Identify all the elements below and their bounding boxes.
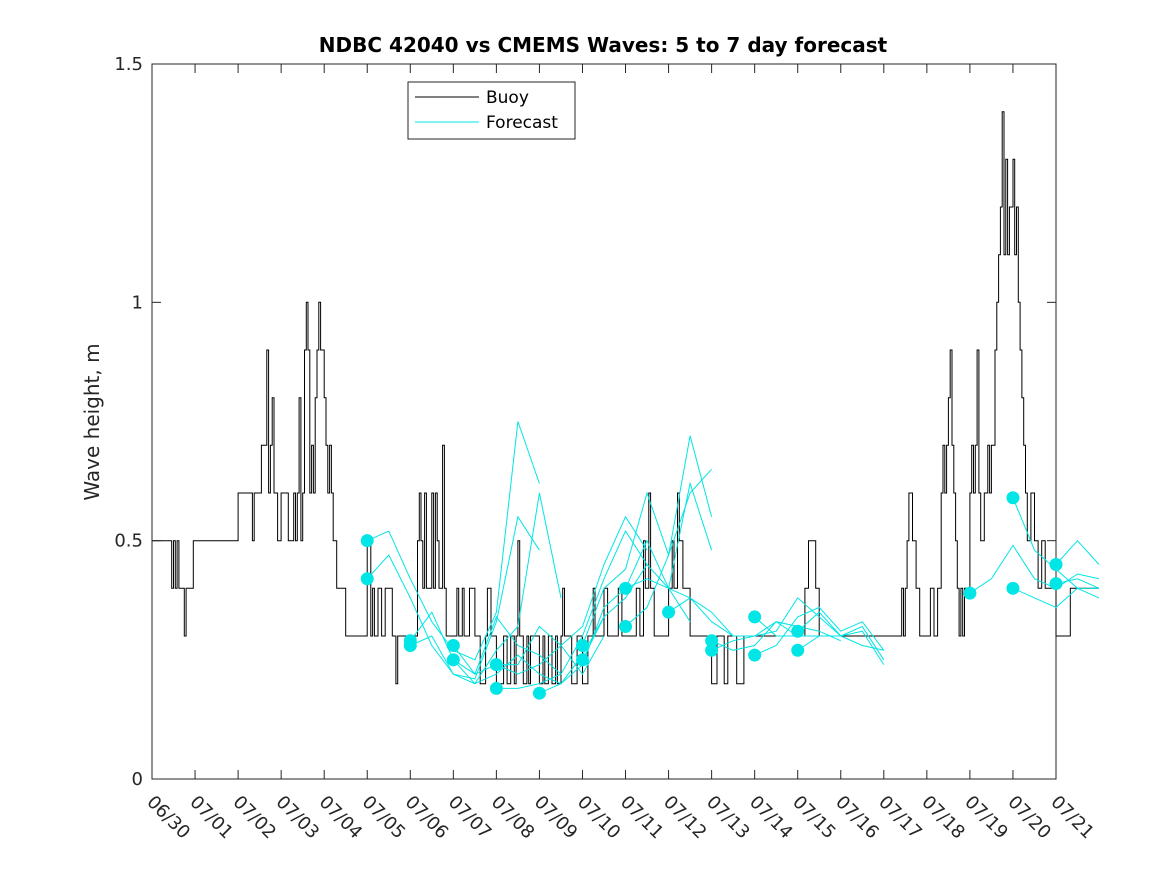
forecast-line (496, 515, 648, 675)
forecast-line (1012, 587, 1100, 608)
forecast-line (625, 578, 734, 637)
forecast-start-marker (791, 643, 805, 657)
forecast-start-marker (705, 643, 719, 657)
forecast-start-marker (575, 653, 589, 667)
forecast-line (409, 611, 562, 675)
forecast-start-marker (489, 681, 503, 695)
forecast-start-marker (1006, 581, 1020, 595)
forecast-start-marker (791, 624, 805, 638)
y-ticks: 0 0.5 1 1.5 (114, 54, 1056, 790)
forecast-line (1055, 578, 1100, 589)
forecast-start-marker (360, 534, 374, 548)
forecast-start-marker (1049, 577, 1063, 591)
forecast-line (711, 597, 842, 651)
legend: Buoy Forecast (407, 81, 576, 140)
plot-area: 00.511.5 06/3007/0107/0207/0307/0407/050… (114, 54, 1100, 843)
forecast-line (539, 539, 691, 694)
forecast-line (797, 635, 884, 651)
forecast-start-marker (963, 586, 977, 600)
forecast-start-marker (1049, 558, 1063, 571)
forecast-line (1055, 539, 1100, 565)
forecast-start-marker (619, 581, 633, 595)
y-axis-label: Wave height, m (80, 343, 104, 500)
legend-box (407, 81, 576, 140)
forecast-start-marker (748, 610, 762, 624)
forecast-start-marker (446, 639, 460, 653)
chart-title: NDBC 42040 vs CMEMS Waves: 5 to 7 day fo… (319, 33, 888, 57)
forecast-line (969, 544, 1100, 594)
forecast-start-marker (619, 619, 633, 633)
forecast-line (625, 468, 712, 627)
legend-forecast-label: Forecast (486, 113, 558, 133)
y-tick-label: 1 (132, 292, 143, 313)
axes-box (151, 63, 1057, 780)
forecast-start-marker (1006, 491, 1020, 505)
forecast-series-layer (360, 421, 1100, 700)
y-tick-label: 0.5 (114, 531, 143, 552)
forecast-line (582, 481, 713, 661)
forecast-line (496, 530, 648, 689)
forecast-line (711, 621, 842, 651)
legend-buoy-label: Buoy (486, 88, 529, 108)
forecast-start-marker (360, 572, 374, 586)
forecast-start-marker (748, 648, 762, 662)
forecast-line (582, 435, 713, 646)
forecast-start-marker (705, 634, 719, 648)
y-tick-label: 1.5 (114, 54, 143, 75)
forecast-start-marker (403, 634, 417, 648)
forecast-start-marker (532, 686, 546, 700)
forecast-line (410, 492, 562, 685)
forecast-start-marker (446, 653, 460, 667)
forecast-start-marker (575, 639, 589, 653)
forecast-line (452, 625, 605, 676)
forecast-start-marker (489, 658, 503, 672)
forecast-start-marker (662, 605, 676, 619)
y-tick-label: 0 (132, 769, 143, 790)
forecast-line (754, 606, 885, 656)
